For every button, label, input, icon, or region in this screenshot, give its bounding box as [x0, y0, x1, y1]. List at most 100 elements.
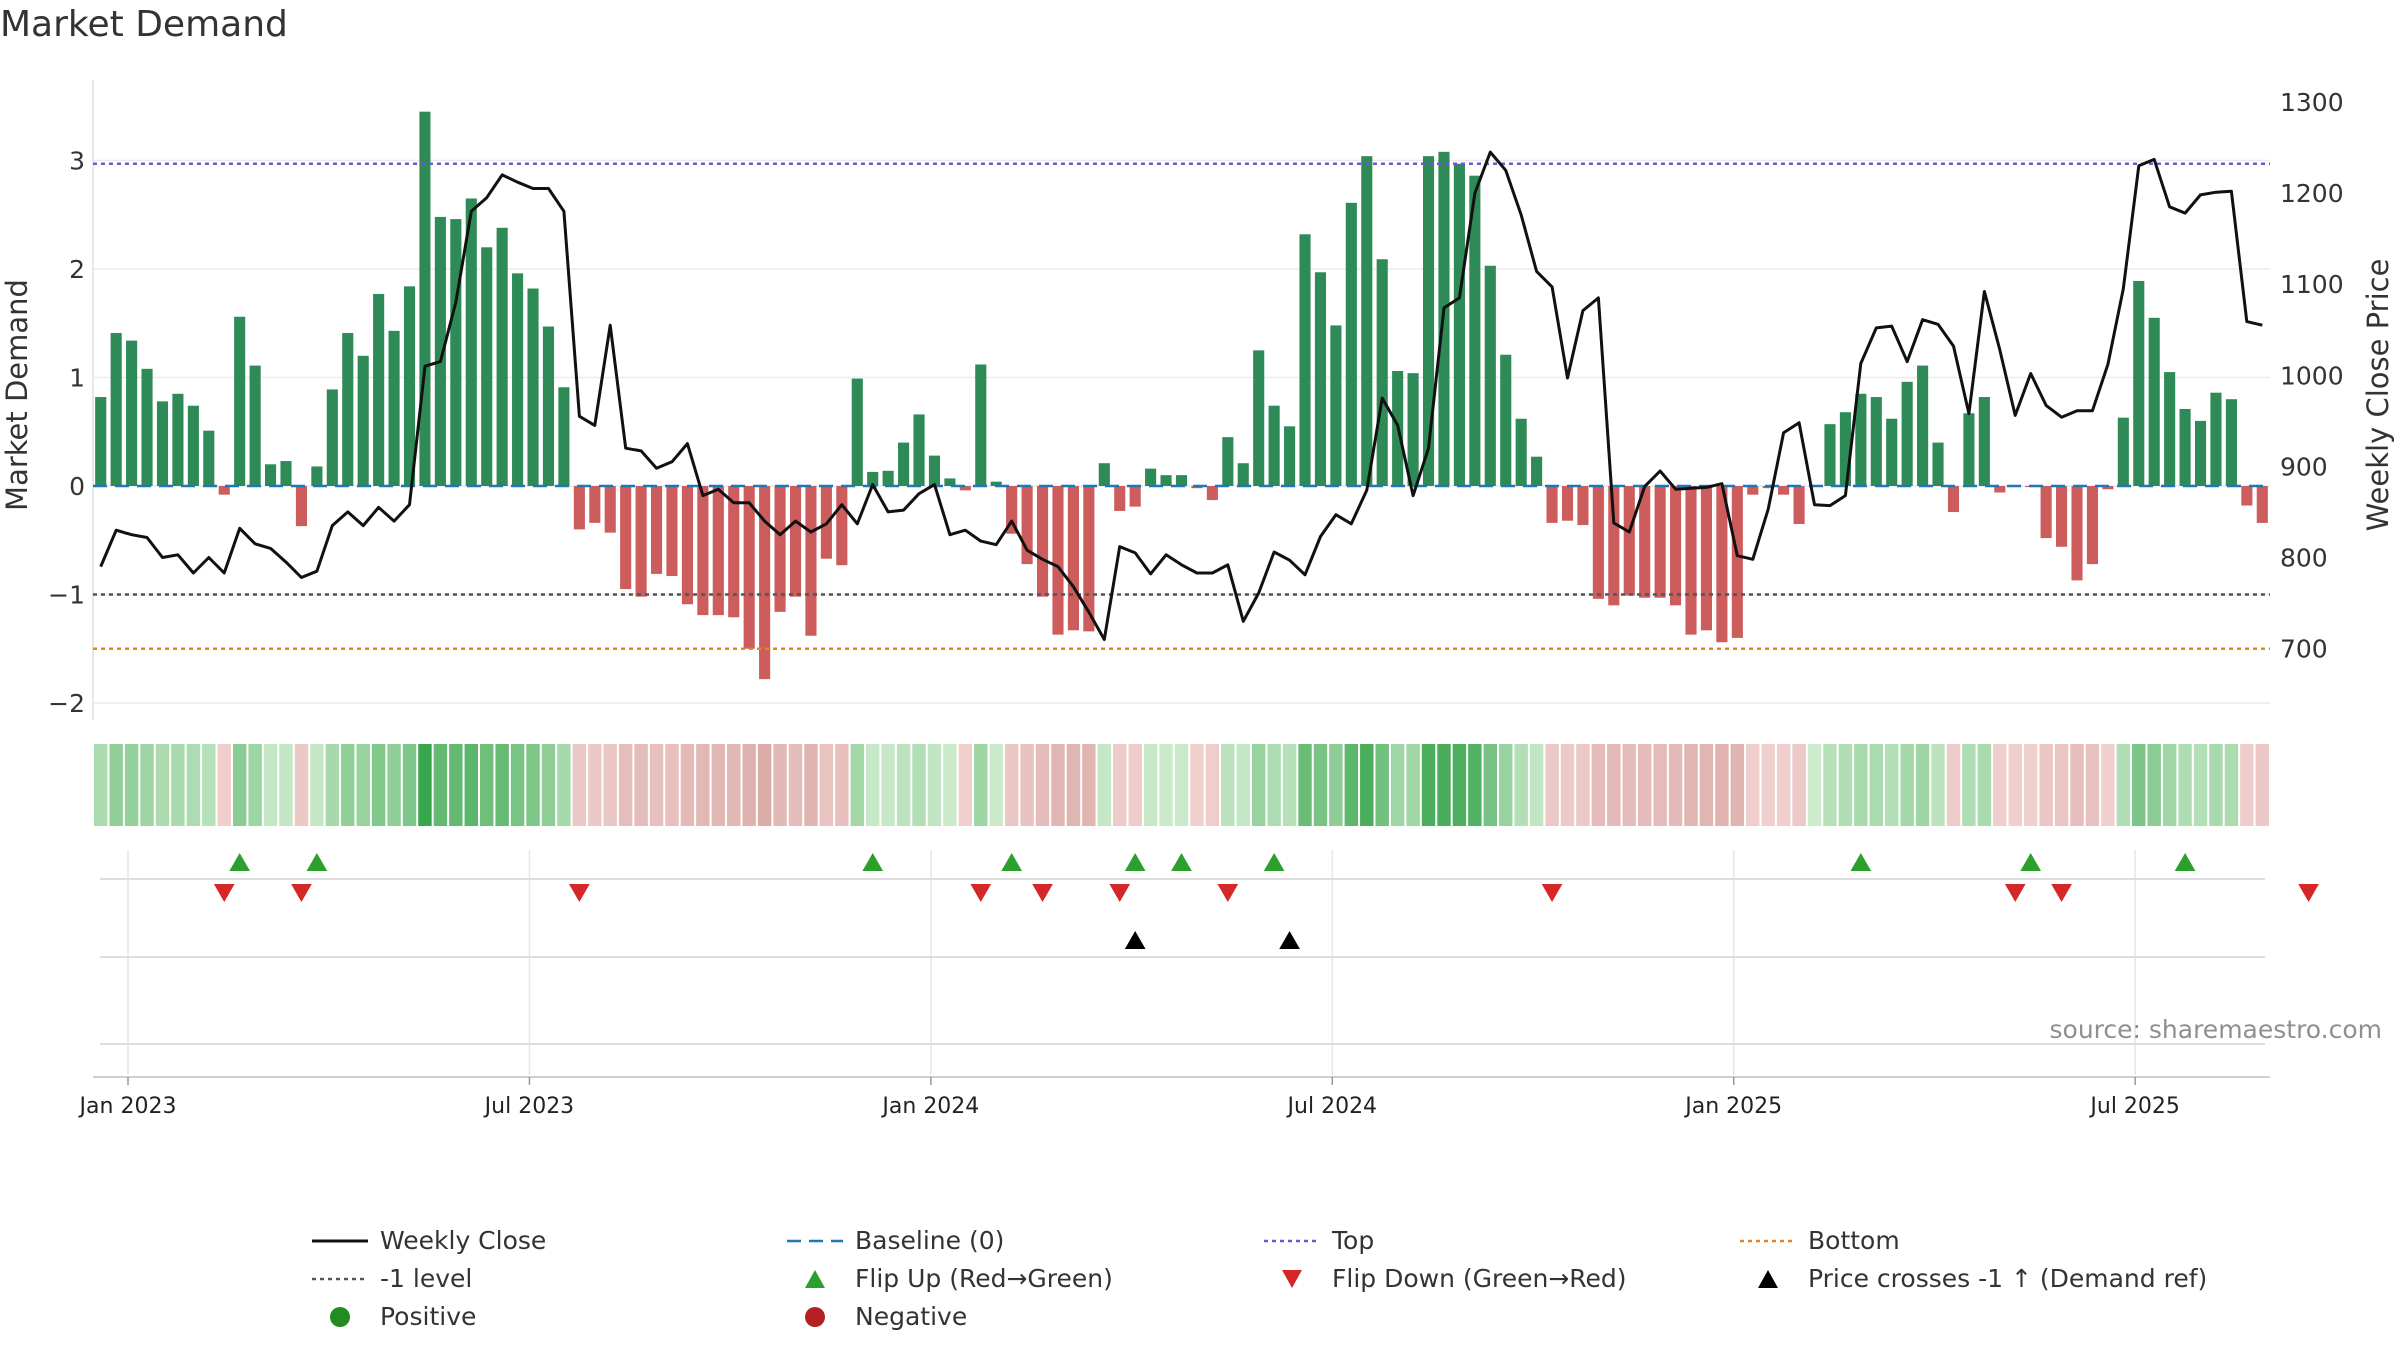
demand-bar: [2133, 280, 2145, 486]
heatmap-cell: [263, 744, 278, 826]
heatmap-cell: [727, 744, 741, 826]
demand-bar: [2071, 486, 2083, 581]
heatmap-cell: [1823, 744, 1837, 826]
heatmap-cell: [1499, 744, 1513, 826]
demand-bar: [666, 486, 678, 577]
demand-bar: [1268, 405, 1280, 486]
demand-bar: [1083, 486, 1095, 632]
heatmap-cell: [2162, 744, 2177, 826]
heatmap-cell: [1854, 744, 1868, 826]
heatmap-cell: [1035, 744, 1050, 826]
heatmap-cell: [2209, 744, 2223, 826]
demand-bar: [975, 364, 987, 486]
heatmap-cell: [1730, 744, 1745, 826]
flip-down-marker: [1217, 884, 1239, 902]
demand-bar: [203, 430, 215, 486]
demand-bar: [913, 414, 925, 486]
heatmap-cell: [1251, 744, 1266, 826]
heatmap-cell: [402, 744, 417, 826]
heatmap-cell: [989, 744, 1003, 826]
heatmap-cell: [1066, 744, 1081, 826]
demand-bar: [759, 486, 771, 680]
heatmap-cell: [94, 744, 108, 826]
demand-bar: [1963, 413, 1975, 486]
heatmap-cell: [1885, 744, 1899, 826]
heatmap-cell: [325, 744, 340, 826]
x-tick-label: Jan 2023: [78, 1094, 177, 1119]
legend-label: Bottom: [1808, 1226, 1900, 1255]
demand-bar: [898, 442, 910, 486]
heatmap-cell: [279, 744, 293, 826]
heatmap-cell: [433, 744, 448, 826]
legend-marker-icon: [312, 1277, 368, 1280]
flip-down-marker: [569, 884, 590, 902]
heatmap-cell: [124, 744, 139, 826]
demand-bar: [1670, 486, 1682, 606]
flip-down-marker: [2004, 884, 2026, 902]
heatmap-cell: [1236, 744, 1250, 826]
heatmap-cell: [1931, 744, 1945, 826]
heatmap-cell: [2085, 744, 2100, 826]
flip-up-marker: [1124, 853, 1146, 871]
demand-bar: [1747, 486, 1759, 495]
demand-bar: [1685, 486, 1697, 635]
demand-bar: [1021, 486, 1033, 565]
demand-bar: [172, 393, 184, 486]
flip-down-marker: [1032, 884, 1053, 902]
demand-bar: [1639, 486, 1651, 598]
demand-bar: [1546, 486, 1558, 523]
y-tick-label-right: 1200: [2280, 179, 2344, 208]
legend-item: Positive: [310, 1302, 476, 1331]
heatmap-cell: [958, 744, 973, 826]
heatmap-cell: [927, 744, 942, 826]
source-credit: source: sharemaestro.com: [2049, 1015, 2383, 1044]
demand-bar: [1870, 397, 1882, 486]
legend-label: Flip Down (Green→Red): [1332, 1264, 1627, 1293]
demand-bar: [218, 486, 230, 495]
demand-bar: [1222, 437, 1234, 486]
heatmap-cell: [217, 744, 231, 826]
heatmap-cell: [2054, 744, 2069, 826]
heatmap-cell: [850, 744, 864, 826]
heatmap-cell: [1684, 744, 1698, 826]
heatmap-cell: [696, 744, 710, 826]
legend-label: -1 level: [380, 1264, 473, 1293]
demand-bar: [1917, 365, 1929, 486]
demand-bar: [1824, 424, 1836, 486]
demand-bar: [558, 387, 570, 486]
legend-marker-icon: [1282, 1269, 1302, 1288]
flip-up-marker: [1850, 853, 1872, 871]
heatmap-cell: [649, 744, 664, 826]
flip-up-marker: [1263, 853, 1285, 871]
demand-bar: [1608, 486, 1620, 606]
legend-label: Negative: [855, 1302, 968, 1331]
legend-item: Top: [1262, 1226, 1374, 1255]
heatmap-cell: [387, 744, 401, 826]
demand-bar: [2194, 420, 2207, 486]
demand-bar: [326, 389, 338, 486]
demand-bar: [2086, 486, 2099, 565]
demand-bar: [774, 486, 786, 612]
heatmap-cell: [1776, 744, 1791, 826]
demand-bar: [156, 401, 169, 486]
demand-bar: [1052, 486, 1064, 635]
demand-bar: [1453, 163, 1465, 486]
legend-label: Positive: [380, 1302, 477, 1331]
heatmap-cell: [1946, 744, 1961, 826]
heatmap-cell: [1221, 744, 1235, 826]
demand-bar: [1006, 486, 1018, 534]
demand-bar: [2056, 486, 2068, 547]
heatmap-cell: [1329, 744, 1343, 826]
heatmap-cell: [1560, 744, 1575, 826]
heatmap-cell: [1576, 744, 1590, 826]
demand-bar: [2040, 486, 2052, 539]
legend-item: Weekly Close: [310, 1226, 546, 1255]
demand-bar: [1700, 486, 1713, 631]
heatmap-cell: [1174, 744, 1189, 826]
heatmap-cell: [1406, 744, 1420, 826]
heatmap-cell: [2240, 744, 2254, 826]
heatmap-cell: [1097, 744, 1112, 826]
demand-bar: [789, 486, 802, 597]
demand-bar: [1067, 486, 1079, 631]
heatmap-cell: [479, 744, 494, 826]
